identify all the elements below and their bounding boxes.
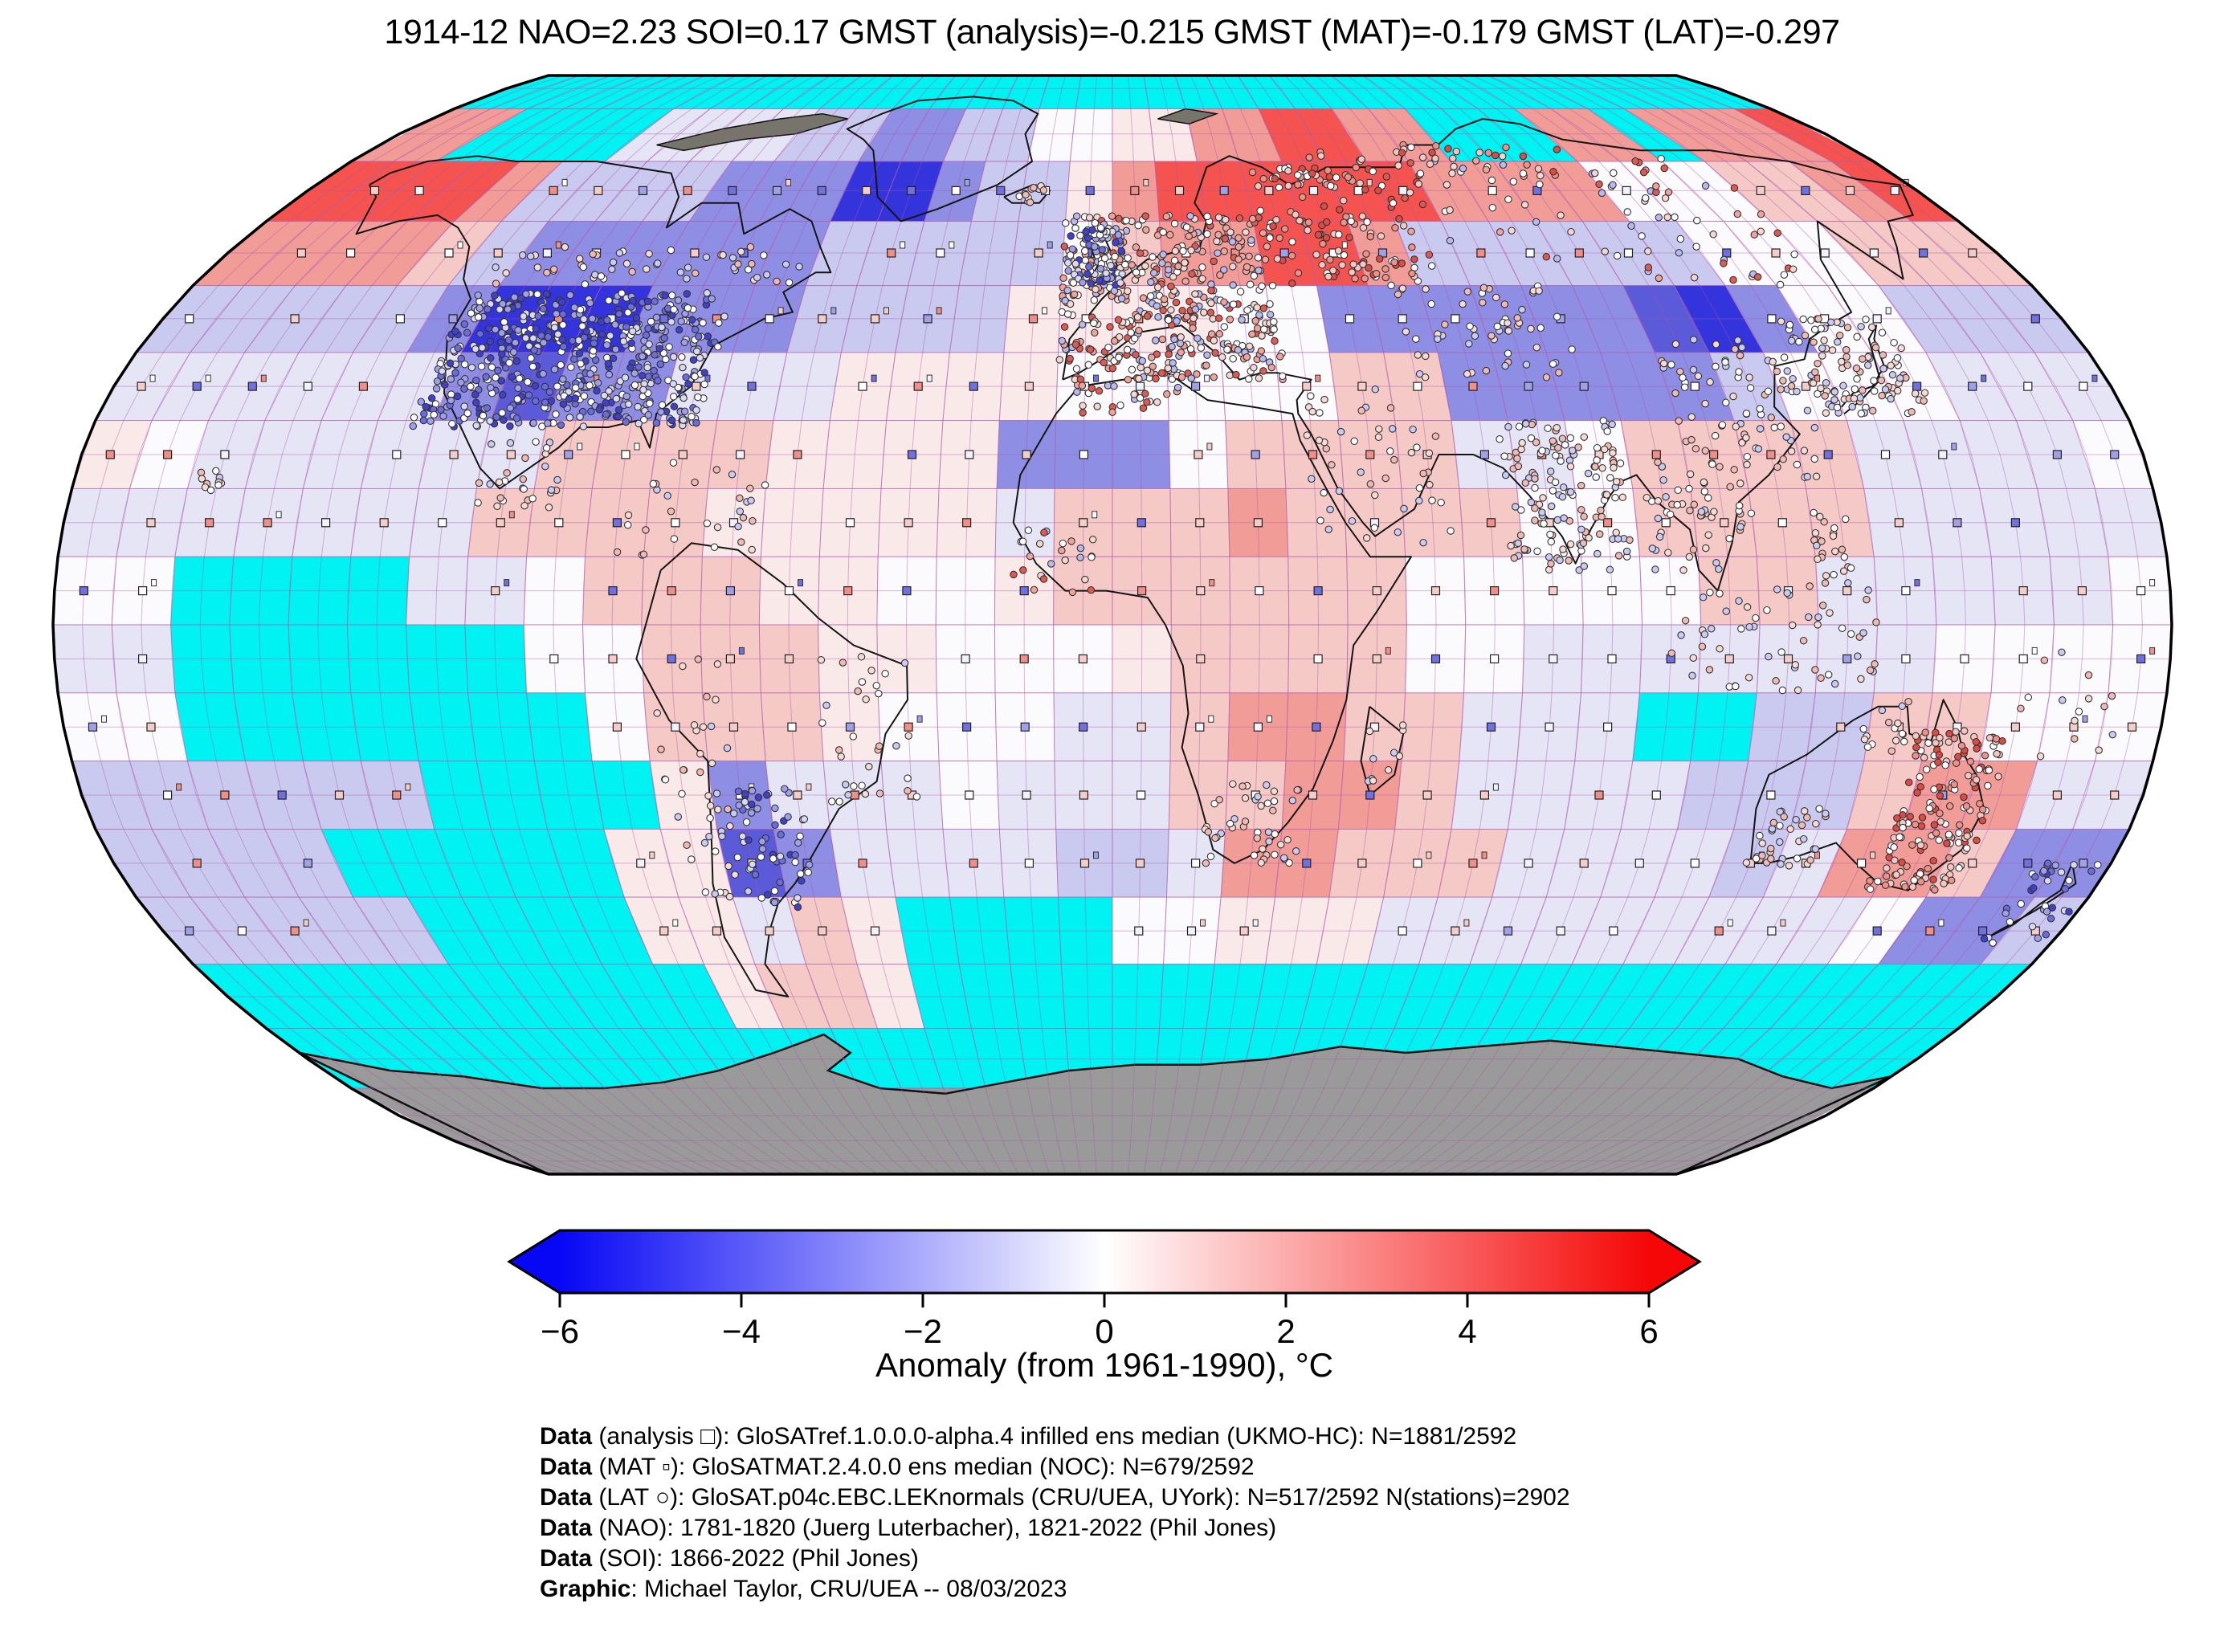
footer-line: Data (NAO): 1781-1820 (Juerg Luterbacher… <box>540 1515 1277 1541</box>
colorbar: −6 −4 −2 0 2 4 6 <box>507 1229 1702 1344</box>
world-map <box>51 74 2173 1176</box>
footer-line: Graphic: Michael Taylor, CRU/UEA -- 08/0… <box>540 1576 1067 1602</box>
footer-line: Data (analysis □): GloSATref.1.0.0.0-alp… <box>540 1423 1517 1450</box>
colorbar-tick-label: −4 <box>722 1312 761 1344</box>
colorbar-tick-label: 0 <box>1095 1312 1113 1344</box>
footer-line: Data (MAT ▫): GloSATMAT.2.4.0.0 ens medi… <box>540 1454 1255 1480</box>
attribution-block: Data (analysis □): GloSATref.1.0.0.0-alp… <box>540 1422 1570 1605</box>
colorbar-tick-label: −6 <box>541 1312 579 1344</box>
colorbar-tick-label: 2 <box>1276 1312 1295 1344</box>
colorbar-tick-label: −2 <box>904 1312 942 1344</box>
colorbar-tick-label: 4 <box>1458 1312 1476 1344</box>
footer-line: Data (LAT ○): GloSAT.p04c.EBC.LEKnormals… <box>540 1484 1570 1511</box>
colorbar-label: Anomaly (from 1961-1990), °C <box>875 1346 1334 1384</box>
footer-line: Data (SOI): 1866-2022 (Phil Jones) <box>540 1545 919 1572</box>
chart-title: 1914-12 NAO=2.23 SOI=0.17 GMST (analysis… <box>384 13 1840 51</box>
colorbar-tick-label: 6 <box>1639 1312 1658 1344</box>
